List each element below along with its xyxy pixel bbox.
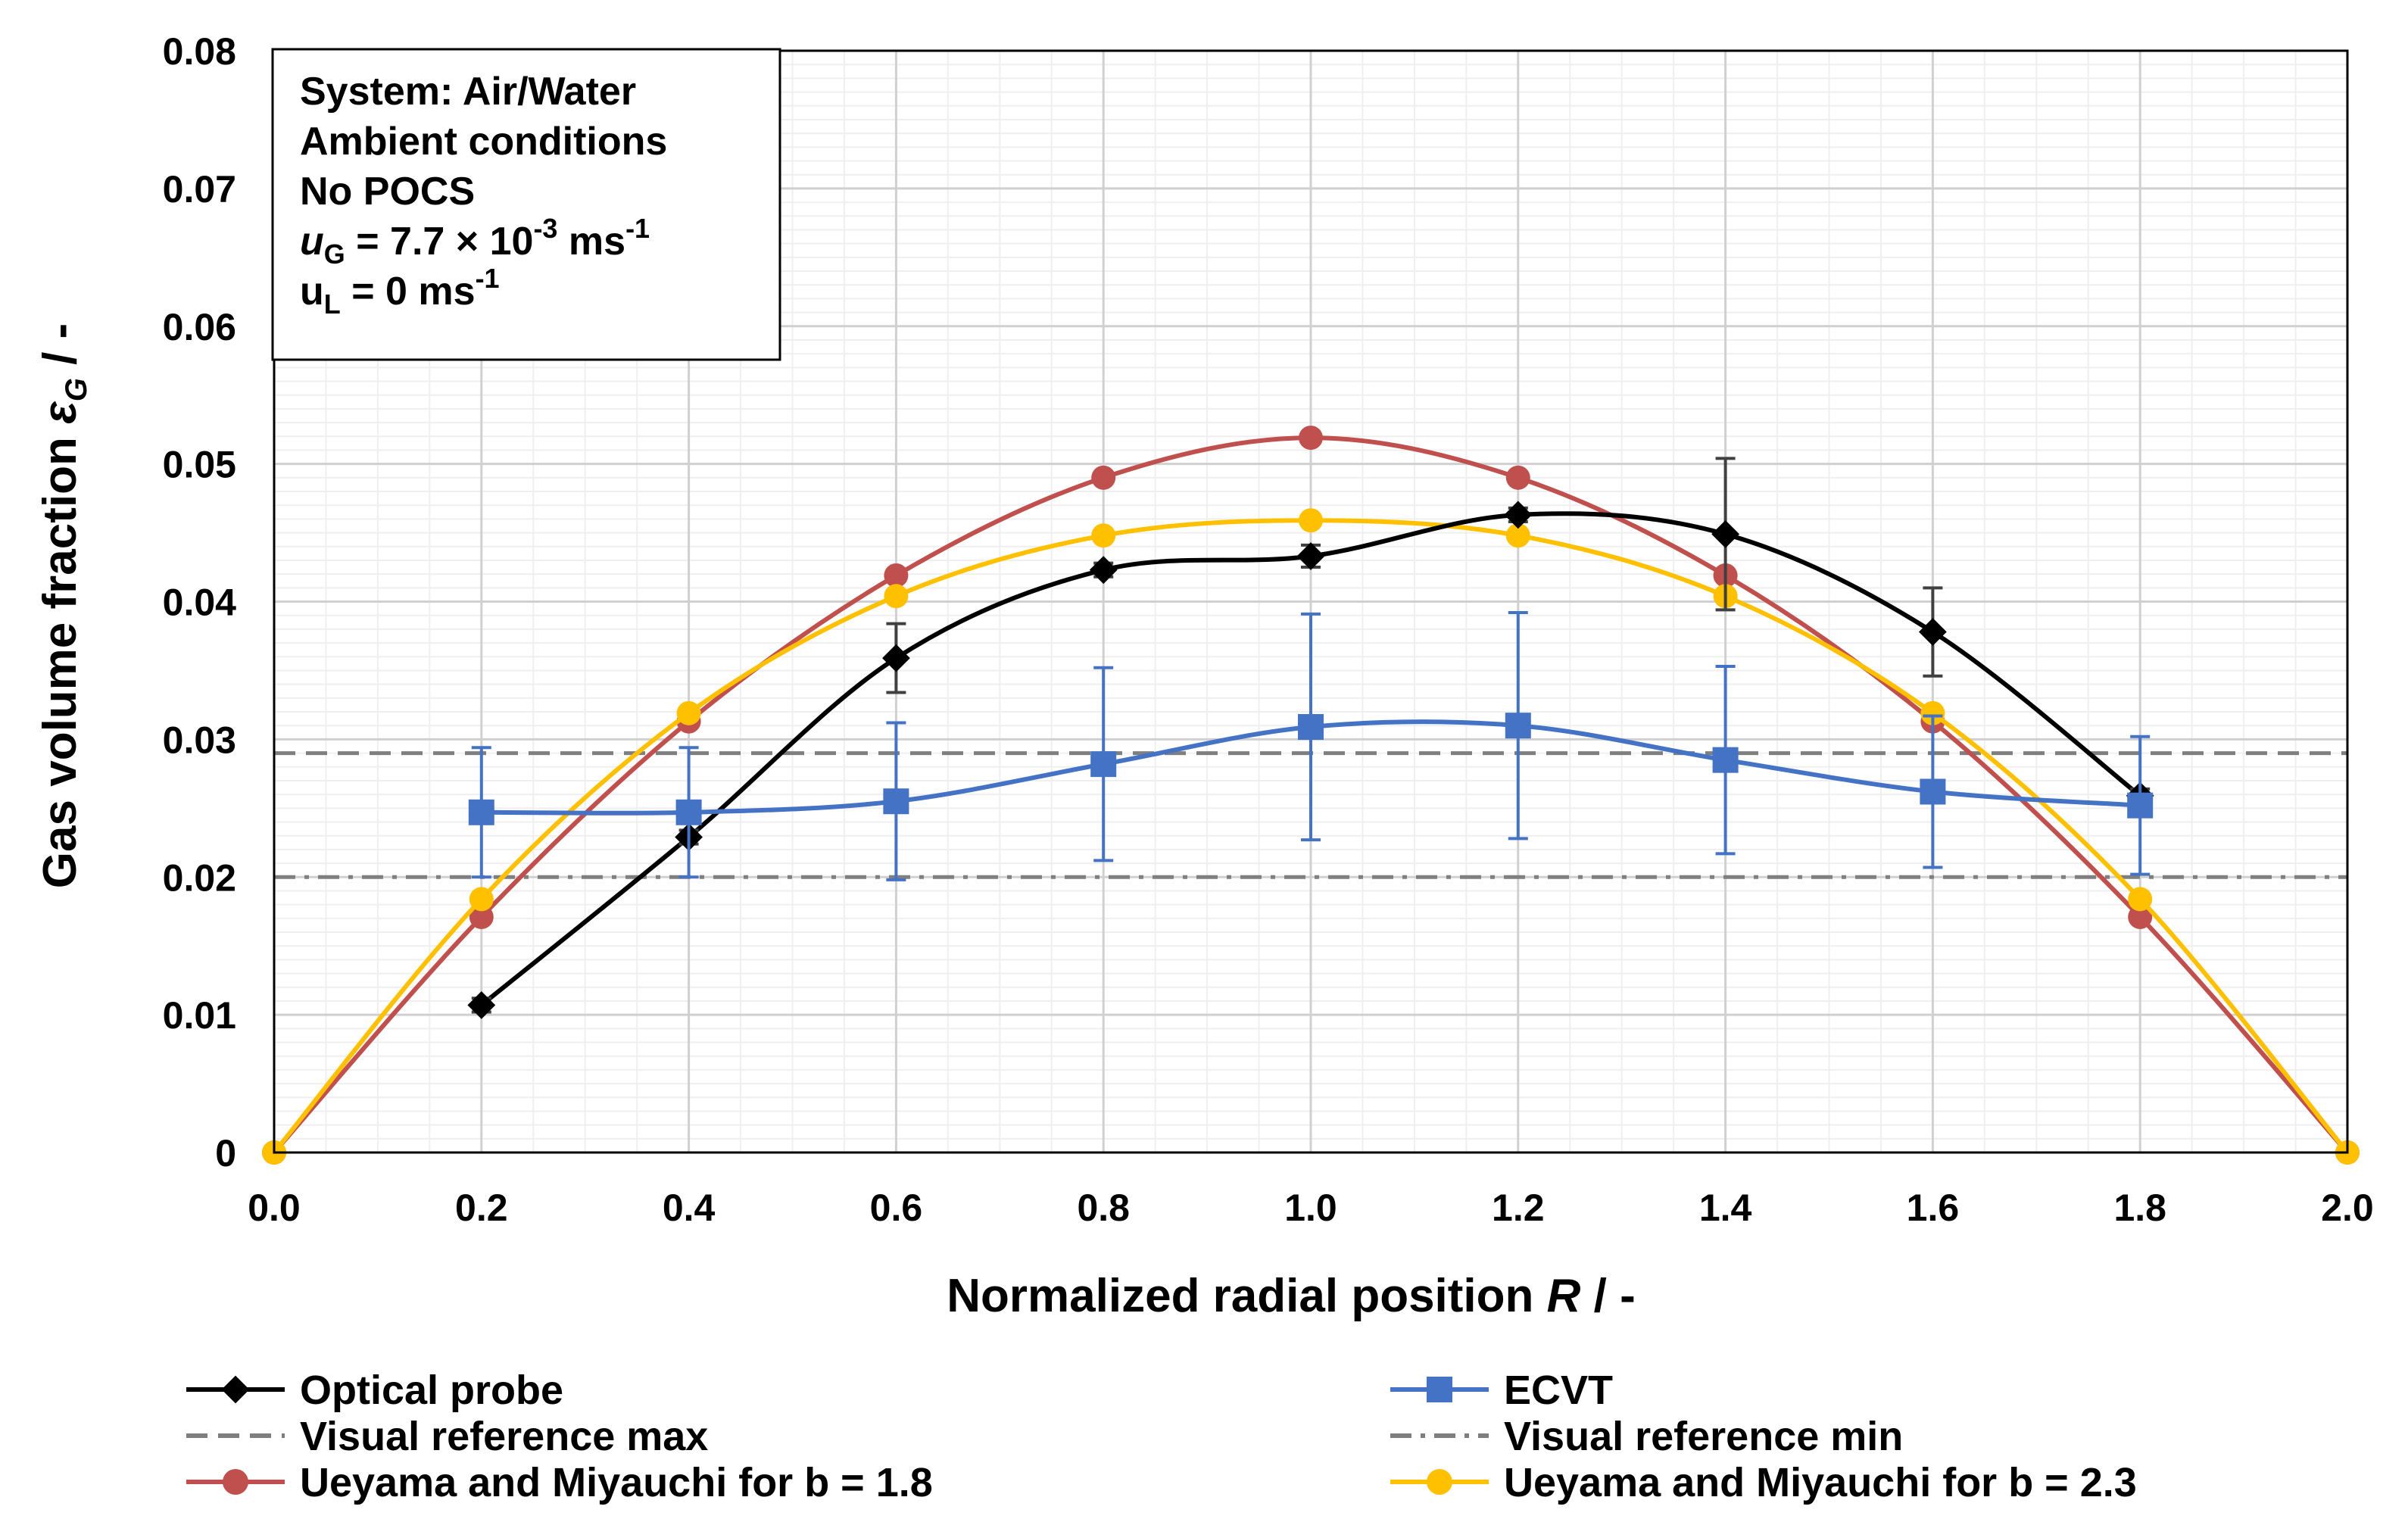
data-point-square — [675, 799, 702, 825]
data-point-square — [1090, 751, 1117, 778]
y-tick-label: 0.08 — [163, 30, 236, 73]
y-tick-label: 0.03 — [163, 719, 236, 761]
annotation-ug-exp: -3 — [533, 213, 557, 244]
y-axis-title: Gas volume fraction εG / - — [34, 323, 93, 888]
x-tick-label: 0.6 — [870, 1187, 923, 1229]
legend-item-ecvt: ECVT — [1390, 1368, 1613, 1413]
data-point-circle — [884, 563, 909, 588]
legend-item-visual-ref-max: Visual reference max — [186, 1414, 708, 1459]
x-tick-label: 1.8 — [2113, 1187, 2166, 1229]
data-point-square — [883, 788, 909, 815]
legend-label-visual-ref-max: Visual reference max — [300, 1414, 708, 1459]
legend-marker-square — [1427, 1377, 1452, 1402]
y-axis-title-sub: G — [60, 378, 93, 401]
annotation-line-4: uG = 7.7 × 10-3 ms-1 — [300, 213, 650, 270]
data-point-circle — [1299, 508, 1323, 533]
x-axis-title-var: R — [1547, 1270, 1581, 1322]
legend-label-ueyama-b18: Ueyama and Miyauchi for b = 1.8 — [300, 1460, 933, 1505]
x-tick-label: 1.6 — [1907, 1187, 1960, 1229]
annotation-line-1: System: Air/Water — [300, 70, 636, 114]
y-axis-title-suffix: / - — [34, 323, 86, 378]
annotation-line-3: No POCS — [300, 170, 475, 214]
data-point-diamond — [467, 991, 496, 1019]
y-tick-label: 0.04 — [163, 582, 237, 624]
y-tick-label: 0.06 — [163, 306, 236, 348]
y-tick-label: 0.07 — [163, 168, 236, 211]
x-tick-label: 0.2 — [455, 1187, 508, 1229]
legend-label-visual-ref-min: Visual reference min — [1504, 1414, 1903, 1459]
x-tick-label: 0.0 — [248, 1187, 301, 1229]
legend-label-optical-probe: Optical probe — [300, 1368, 563, 1413]
y-tick-label: 0.02 — [163, 856, 236, 899]
annotation-ug-var: u — [300, 220, 324, 264]
x-tick-label: 0.8 — [1077, 1187, 1130, 1229]
x-tick-label: 0.4 — [663, 1187, 716, 1229]
annotation-ul-text: = 0 ms — [341, 270, 476, 313]
annotation-frame — [271, 48, 781, 361]
legend-item-ueyama-b18: Ueyama and Miyauchi for b = 1.8 — [186, 1460, 933, 1505]
data-point-square — [468, 799, 494, 825]
legend-marker-circle-yellow — [1427, 1469, 1452, 1495]
data-point-square — [1920, 778, 1946, 805]
data-point-circle — [469, 904, 494, 929]
annotation-ul-sub: L — [324, 289, 341, 320]
legend-label-ecvt: ECVT — [1504, 1368, 1613, 1413]
annotation-ug-unit: ms — [557, 220, 625, 264]
series-layer — [262, 426, 2360, 1165]
annotation-ug-text: = 7.7 × 10 — [345, 220, 534, 264]
plot-area-frame — [273, 49, 2349, 1154]
data-point-diamond — [1089, 556, 1118, 585]
data-point-diamond — [882, 644, 910, 672]
series-ueyama-and-miyauchi-for-b-1-8 — [262, 426, 2360, 1165]
x-axis-title-suffix: / - — [1580, 1270, 1635, 1322]
x-tick-labels: 0.0 0.2 0.4 0.6 0.8 1.0 1.2 1.4 1.6 1.8 2.0 — [248, 1187, 2374, 1229]
data-point-circle — [2128, 887, 2153, 912]
x-tick-label: 1.2 — [1492, 1187, 1545, 1229]
data-point-circle — [469, 887, 494, 912]
x-axis-title-prefix: Normalized radial position — [947, 1270, 1546, 1322]
annotation-ul-exp: -1 — [476, 263, 500, 294]
legend: Optical probe ECVT Visual reference max … — [186, 1368, 2137, 1505]
annotation-line-5: uL = 0 ms-1 — [300, 263, 500, 320]
data-point-square — [1712, 747, 1739, 773]
y-tick-label: 0.01 — [163, 994, 236, 1037]
x-axis-title: Normalized radial position R / - — [947, 1270, 1635, 1322]
legend-marker-diamond — [221, 1375, 250, 1404]
annotation-line-2: Ambient conditions — [300, 120, 667, 164]
annotation-box: System: Air/Water Ambient conditions No … — [271, 48, 781, 361]
y-tick-label: 0 — [215, 1132, 236, 1174]
annotation-ug-sub: G — [324, 239, 345, 270]
legend-item-ueyama-b23: Ueyama and Miyauchi for b = 2.3 — [1390, 1460, 2137, 1505]
y-tick-labels: 0 0.01 0.02 0.03 0.04 0.05 0.06 0.07 0.08 — [163, 30, 237, 1174]
data-point-circle — [1920, 700, 1945, 725]
data-point-circle — [1299, 426, 1323, 451]
legend-label-ueyama-b23: Ueyama and Miyauchi for b = 2.3 — [1504, 1460, 2137, 1505]
annotation-ug-unit-exp: -1 — [625, 213, 650, 244]
series-ecvt — [468, 611, 2154, 881]
x-tick-label: 1.4 — [1699, 1187, 1752, 1229]
legend-item-visual-ref-min: Visual reference min — [1390, 1414, 1903, 1459]
data-point-circle — [1505, 523, 1530, 548]
x-tick-label: 2.0 — [2321, 1187, 2374, 1229]
y-axis-title-prefix: Gas volume fraction — [34, 424, 86, 888]
data-point-square — [1505, 713, 1531, 739]
data-point-circle — [1091, 523, 1116, 548]
data-point-circle — [1505, 465, 1530, 490]
y-axis-title-var: ε — [34, 401, 86, 424]
data-point-circle — [1091, 465, 1116, 490]
y-tick-label: 0.05 — [163, 444, 236, 486]
legend-item-optical-probe: Optical probe — [186, 1368, 563, 1413]
data-point-square — [2127, 792, 2154, 819]
x-tick-label: 1.0 — [1284, 1187, 1337, 1229]
data-point-circle — [884, 584, 909, 609]
data-point-circle — [676, 700, 701, 725]
legend-marker-circle-red — [223, 1469, 248, 1495]
data-point-circle — [2128, 904, 2153, 929]
series-optical-probe — [467, 457, 2154, 1019]
data-point-square — [1298, 714, 1324, 741]
series-ueyama-and-miyauchi-for-b-2-3 — [262, 508, 2360, 1165]
annotation-ul-var: u — [300, 270, 324, 313]
